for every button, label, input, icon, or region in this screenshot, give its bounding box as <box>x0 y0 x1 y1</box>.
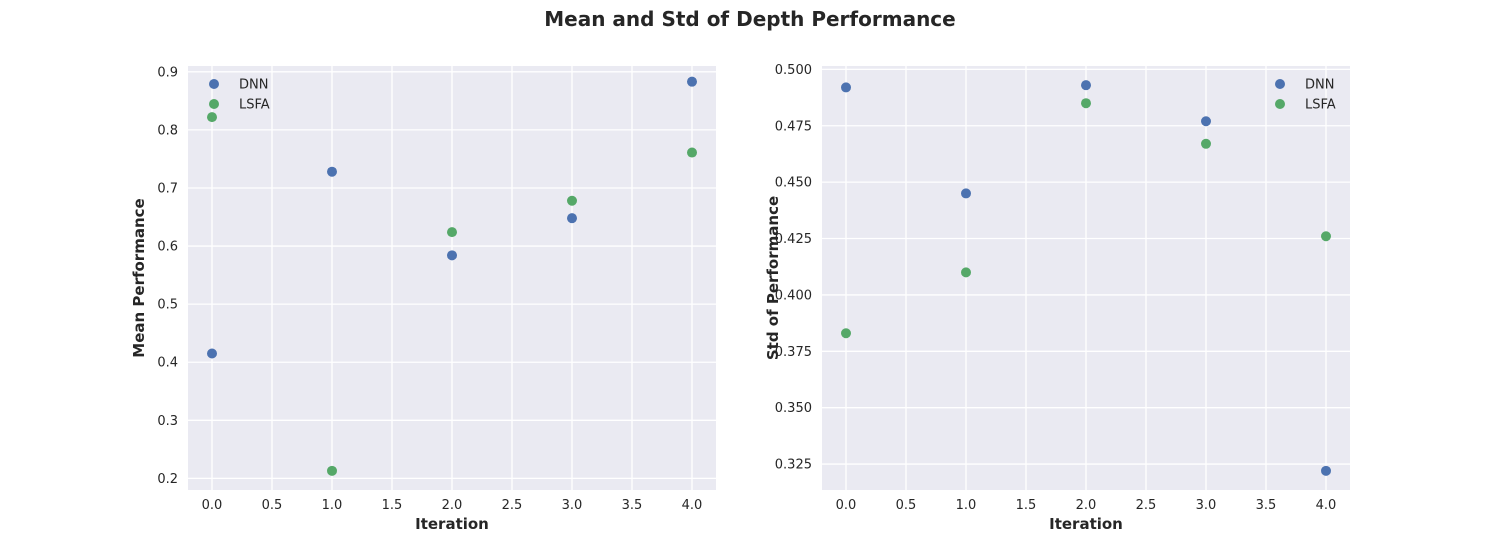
x-tick-label: 3.5 <box>622 498 643 513</box>
legend-marker-dnn <box>1275 79 1285 89</box>
y-axis-label: Mean Performance <box>130 198 148 357</box>
legend-marker-dnn <box>209 79 219 89</box>
x-tick-label: 1.5 <box>382 498 403 513</box>
x-axis-label: Iteration <box>415 515 489 533</box>
point-dnn <box>961 188 971 199</box>
point-lsfa <box>207 112 217 123</box>
point-dnn <box>327 166 337 177</box>
point-dnn <box>207 348 217 359</box>
x-tick-label: 2.5 <box>502 498 523 513</box>
x-tick-label: 3.5 <box>1256 498 1277 513</box>
point-dnn <box>567 213 577 224</box>
y-tick-label: 0.5 <box>157 298 178 313</box>
x-tick-label: 2.0 <box>1076 498 1097 513</box>
y-tick-label: 0.375 <box>775 345 812 360</box>
point-lsfa <box>1321 231 1331 242</box>
point-lsfa <box>841 328 851 339</box>
point-dnn <box>1081 80 1091 91</box>
point-lsfa <box>687 147 697 158</box>
point-lsfa <box>961 267 971 278</box>
legend-label-lsfa: LSFA <box>1305 98 1336 113</box>
point-dnn <box>447 250 457 261</box>
chart-2: 0.0 0.5 1.0 1.5 2.0 2.5 3.0 3.5 4.0 0.325 0.350 0.3… <box>764 63 1350 533</box>
figure-title: Mean and Std of Depth Performance <box>544 7 956 31</box>
y-tick-label: 0.475 <box>775 119 812 134</box>
x-tick-label: 0.0 <box>836 498 857 513</box>
x-tick-label: 4.0 <box>682 498 703 513</box>
point-dnn <box>687 76 697 87</box>
x-tick-label: 2.5 <box>1136 498 1157 513</box>
point-lsfa <box>1201 138 1211 149</box>
x-tick-label: 0.5 <box>262 498 283 513</box>
y-tick-label: 0.2 <box>157 472 178 487</box>
y-tick-label: 0.425 <box>775 232 812 247</box>
point-lsfa <box>447 227 457 238</box>
y-axis-label: Std of Performance <box>764 196 782 360</box>
y-tick-label: 0.6 <box>157 240 178 255</box>
y-tick-label: 0.4 <box>157 356 178 371</box>
x-tick-label: 0.0 <box>202 498 223 513</box>
y-tick-label: 0.8 <box>157 123 178 138</box>
y-tick-label: 0.7 <box>157 181 178 196</box>
y-tick-label: 0.325 <box>775 458 812 473</box>
x-tick-label: 1.0 <box>956 498 977 513</box>
point-dnn <box>841 82 851 93</box>
legend-label-dnn: DNN <box>1305 78 1334 93</box>
y-tick-label: 0.500 <box>775 63 812 78</box>
legend-label-dnn: DNN <box>239 78 268 93</box>
point-lsfa <box>327 465 337 476</box>
x-tick-label: 3.0 <box>562 498 583 513</box>
x-tick-label: 3.0 <box>1196 498 1217 513</box>
y-tick-label: 0.3 <box>157 414 178 429</box>
x-tick-label: 1.0 <box>322 498 343 513</box>
x-tick-label: 2.0 <box>442 498 463 513</box>
legend-marker-lsfa <box>209 99 219 109</box>
y-tick-label: 0.350 <box>775 401 812 416</box>
x-axis-label: Iteration <box>1049 515 1123 533</box>
point-lsfa <box>1081 98 1091 109</box>
y-tick-label: 0.9 <box>157 65 178 80</box>
legend-label-lsfa: LSFA <box>239 98 270 113</box>
point-lsfa <box>567 195 577 206</box>
point-dnn <box>1321 465 1331 476</box>
x-tick-label: 4.0 <box>1316 498 1337 513</box>
x-tick-label: 1.5 <box>1016 498 1037 513</box>
legend-marker-lsfa <box>1275 99 1285 109</box>
chart-1: 0.0 0.5 1.0 1.5 2.0 2.5 3.0 3.5 4.0 0.2 0.3 0.4 0.5 0… <box>130 65 716 533</box>
y-tick-label: 0.450 <box>775 176 812 191</box>
x-tick-label: 0.5 <box>896 498 917 513</box>
point-dnn <box>1201 116 1211 127</box>
y-tick-label: 0.400 <box>775 288 812 303</box>
